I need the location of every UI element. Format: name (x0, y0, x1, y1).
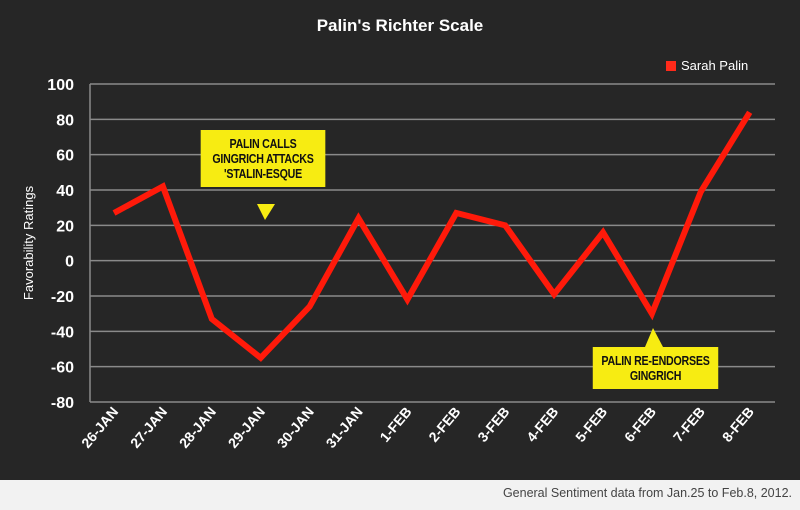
annotation-line: GINGRICH ATTACKS (212, 151, 314, 166)
annotation-pointer (257, 204, 275, 220)
x-tick-label: 29-JAN (225, 404, 268, 451)
x-tick-label: 5-FEB (572, 404, 610, 445)
chart-area: Palin's Richter Scale Sarah Palin 100 80 6… (0, 0, 800, 480)
x-tick-label: 1-FEB (376, 404, 414, 445)
legend-label: Sarah Palin (681, 58, 749, 73)
annotation-pointer (645, 328, 663, 347)
x-tick-label: 28-JAN (176, 404, 219, 451)
legend-swatch (666, 60, 676, 71)
y-tick-label: 80 (56, 112, 74, 129)
x-tick-label: 3-FEB (474, 404, 512, 445)
y-tick-label: -60 (51, 360, 74, 377)
legend: Sarah Palin (666, 58, 748, 73)
series-line-sarah-palin (112, 110, 753, 362)
x-tick-label: 7-FEB (670, 404, 708, 445)
x-tick-label: 30-JAN (274, 404, 317, 451)
y-tick-label: -20 (51, 289, 74, 306)
y-tick-label: -40 (51, 324, 74, 341)
y-tick-label: 100 (47, 77, 74, 94)
plot: 100 80 60 40 20 0 -20 -40 -60 -80 Favorability Rat… (21, 77, 775, 451)
chart-title: Palin's Richter Scale (316, 16, 484, 35)
x-tick-label: 4-FEB (523, 404, 561, 445)
annotation-line: 'STALIN-ESQUE (224, 166, 302, 181)
annotation-line: GINGRICH (629, 368, 682, 383)
y-axis-label: Favorability Ratings (21, 185, 36, 300)
y-tick-label: 40 (56, 183, 74, 200)
y-tick-label: 60 (56, 148, 74, 165)
y-tick-label: 20 (56, 218, 74, 235)
x-tick-label: 6-FEB (621, 404, 659, 445)
x-tick-label: 27-JAN (127, 404, 170, 451)
y-tick-label: 0 (65, 254, 74, 271)
annotation-line: PALIN CALLS (229, 136, 297, 151)
annotation-line: PALIN RE-ENDORSES (601, 353, 710, 368)
annotation-stalin: PALIN CALLS GINGRICH ATTACKS 'STALIN-ESQ… (200, 130, 326, 187)
x-tick-label: 8-FEB (719, 404, 757, 445)
x-tick-label: 2-FEB (425, 404, 463, 445)
footer-source: General Sentiment data from Jan.25 to Fe… (502, 486, 792, 500)
x-tick-label: 26-JAN (78, 404, 121, 451)
annotation-reendorse: PALIN RE-ENDORSES GINGRICH (592, 347, 719, 389)
x-tick-label: 31-JAN (323, 404, 366, 451)
y-tick-label: -80 (51, 395, 74, 412)
